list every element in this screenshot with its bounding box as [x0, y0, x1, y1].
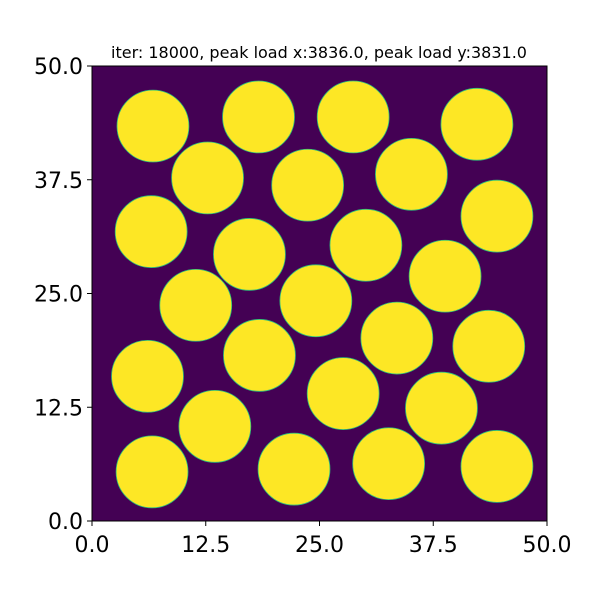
particle-12: [408, 239, 482, 313]
chart-title: iter: 18000, peak load x:3836.0, peak lo…: [111, 43, 527, 62]
particle-20: [405, 371, 478, 445]
y-tick-label: 50.0: [34, 55, 83, 80]
x-axis: 0.0 12.5 25.0 37.5 50.0: [75, 521, 572, 558]
particle-9: [114, 195, 188, 268]
particle-5: [171, 141, 244, 215]
y-axis: 0.0 12.5 25.0 37.5 50.0: [34, 55, 92, 535]
particle-22: [115, 435, 189, 509]
particle-4: [440, 87, 514, 161]
x-tick-label: 25.0: [295, 533, 344, 558]
particle-11: [329, 208, 403, 282]
x-tick-label: 37.5: [409, 533, 458, 558]
particle-3: [316, 80, 390, 154]
y-tick-label: 25.0: [34, 283, 83, 308]
particle-16: [452, 309, 526, 383]
x-tick-label: 0.0: [75, 533, 110, 558]
particle-6: [271, 148, 345, 222]
particle-23: [257, 432, 331, 506]
particle-15: [360, 301, 434, 375]
x-tick-label: 12.5: [181, 533, 230, 558]
particles: [111, 80, 534, 509]
particle-1: [116, 89, 190, 163]
particle-14: [279, 264, 353, 338]
particle-21: [178, 390, 252, 463]
particle-17: [223, 319, 296, 392]
particle-2: [222, 80, 295, 154]
particle-10: [213, 218, 286, 291]
particle-19: [306, 357, 380, 430]
x-tick-label: 50.0: [523, 533, 572, 558]
y-tick-label: 12.5: [34, 396, 83, 421]
particle-8: [460, 179, 534, 253]
y-tick-label: 0.0: [48, 510, 83, 535]
y-tick-label: 37.5: [34, 169, 83, 194]
plot-area: [91, 65, 548, 522]
particle-18: [111, 339, 184, 413]
particle-24: [352, 427, 426, 501]
particle-13: [159, 268, 233, 342]
particle-25: [460, 430, 534, 503]
particle-7: [375, 137, 448, 211]
